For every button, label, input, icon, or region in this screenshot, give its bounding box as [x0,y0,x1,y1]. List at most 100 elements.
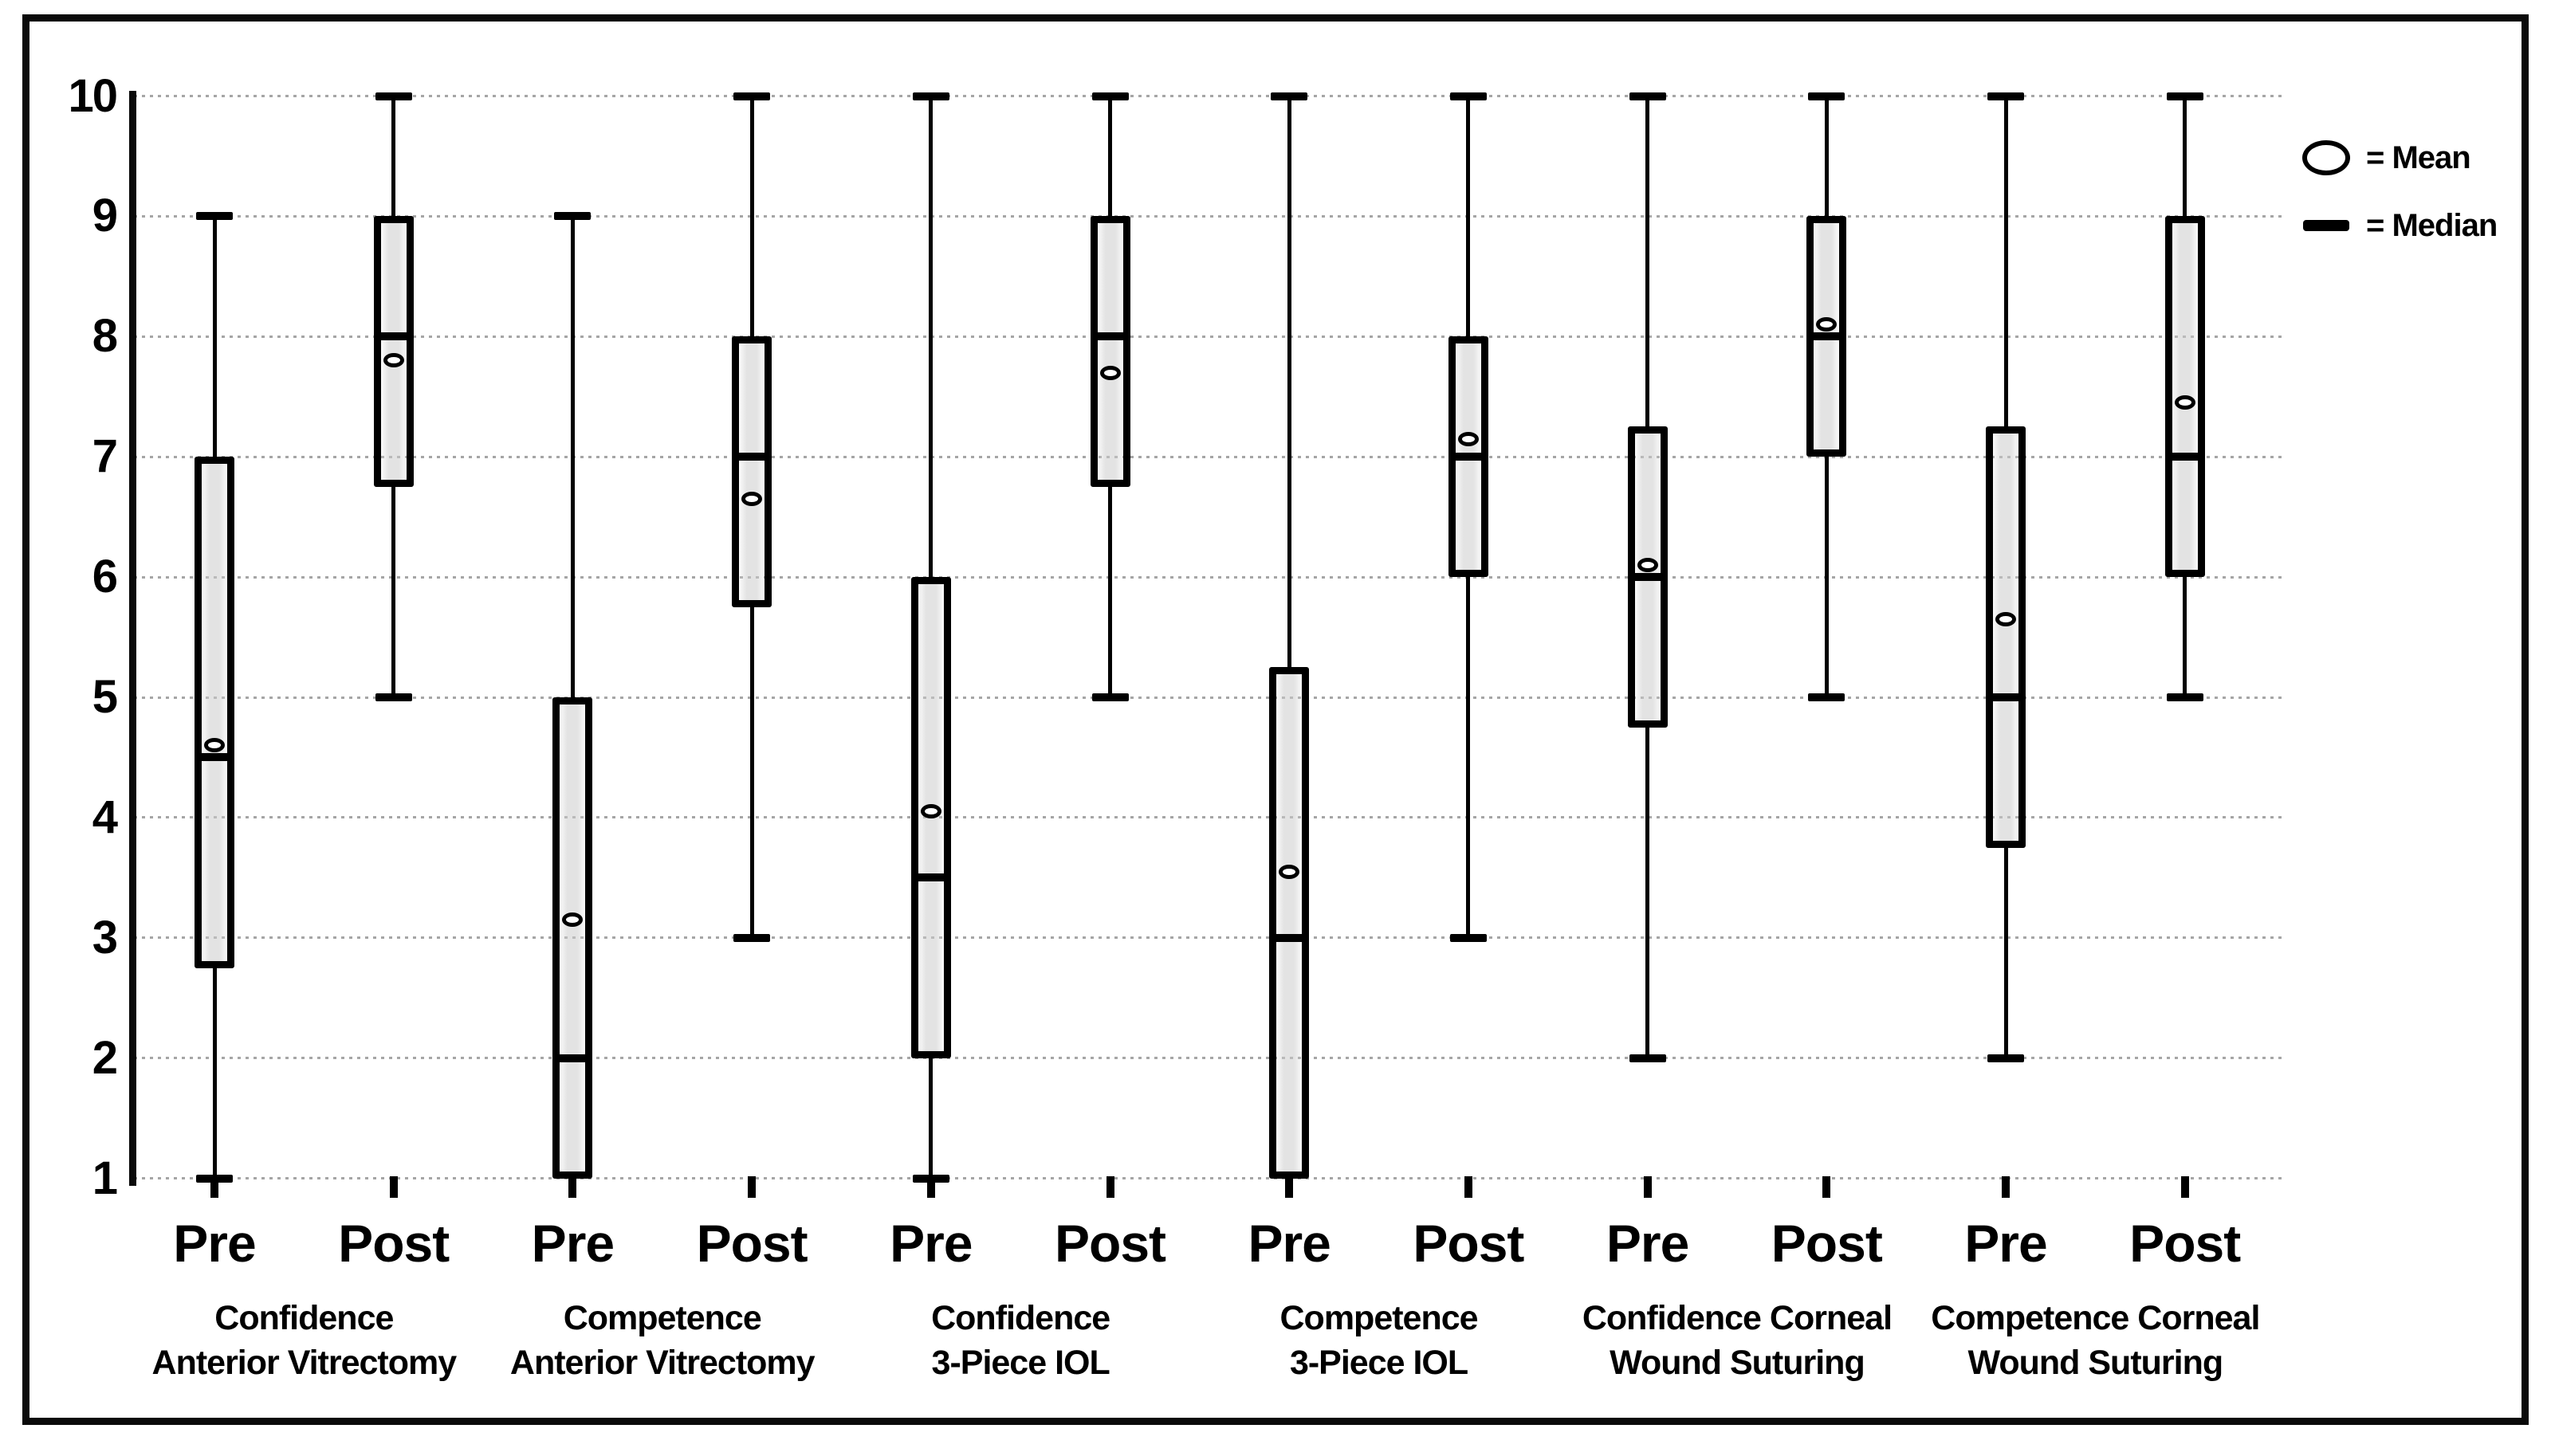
box-post-confidence-anterior-vitrectomy [373,216,414,487]
y-axis-line [129,90,136,1186]
x-axis-tick-post-competence-corneal-wound-suturing [2180,1175,2189,1198]
group-label-competence-corneal-wound-suturing: Competence Corneal Wound Suturing [1931,1299,2260,1382]
group-label-competence-anterior-vitrectomy: Competence Anterior Vitrectomy [509,1299,816,1382]
whisker-cap-min-pre-competence-corneal-wound-suturing [1987,1054,2024,1062]
median-pre-competence-corneal-wound-suturing [1986,693,2026,701]
x-label-post-competence-anterior-vitrectomy: Post [696,1214,808,1273]
mean-marker-post-confidence-3-piece-iol [1099,365,1121,380]
whisker-lower-post-confidence-corneal-wound-suturing [1824,452,1829,697]
whisker-lower-pre-competence-corneal-wound-suturing [2003,842,2008,1058]
x-axis-tick-pre-confidence-corneal-wound-suturing [1643,1175,1652,1198]
median-post-confidence-corneal-wound-suturing [1806,332,1847,341]
x-axis-tick-pre-competence-3-piece-iol [1285,1175,1294,1198]
x-axis-tick-post-competence-3-piece-iol [1464,1175,1472,1198]
legend-median-label: = Median [2366,208,2498,243]
whisker-cap-max-pre-competence-anterior-vitrectomy [554,212,592,221]
group-label-confidence-anterior-vitrectomy: Confidence Anterior Vitrectomy [151,1299,458,1382]
whisker-lower-post-competence-anterior-vitrectomy [749,602,754,938]
whisker-cap-max-post-competence-corneal-wound-suturing [2166,92,2203,100]
whisker-upper-post-confidence-anterior-vitrectomy [391,96,396,222]
whisker-cap-max-pre-competence-corneal-wound-suturing [1987,92,2024,100]
gridline-5 [134,696,2286,699]
median-post-competence-corneal-wound-suturing [2164,453,2205,461]
box-post-confidence-3-piece-iol [1090,216,1130,487]
whisker-cap-min-pre-confidence-corneal-wound-suturing [1629,1054,1666,1062]
median-post-confidence-anterior-vitrectomy [373,332,414,341]
legend-mean-label: = Mean [2366,140,2471,175]
mean-marker-post-competence-corneal-wound-suturing [2174,395,2195,410]
whisker-cap-max-pre-competence-3-piece-iol [1271,92,1308,100]
median-post-confidence-3-piece-iol [1090,332,1130,341]
whisker-lower-pre-confidence-anterior-vitrectomy [212,963,217,1179]
median-pre-confidence-anterior-vitrectomy [195,753,234,762]
whisker-lower-pre-confidence-corneal-wound-suturing [1645,722,1650,1058]
mean-marker-post-competence-3-piece-iol [1457,431,1479,446]
whisker-cap-max-post-confidence-anterior-vitrectomy [375,92,412,100]
y-axis-label-6: 6 [92,551,118,603]
whisker-cap-max-post-competence-anterior-vitrectomy [733,92,771,100]
whisker-cap-min-post-competence-corneal-wound-suturing [2166,693,2203,701]
x-label-pre-confidence-anterior-vitrectomy: Pre [173,1214,256,1273]
y-axis-label-3: 3 [92,911,118,963]
whisker-lower-post-confidence-anterior-vitrectomy [391,481,396,697]
mean-marker-pre-confidence-anterior-vitrectomy [204,738,225,753]
legend-mean-icon [2302,140,2350,175]
x-label-pre-competence-3-piece-iol: Pre [1248,1214,1331,1273]
mean-marker-post-competence-anterior-vitrectomy [741,492,763,506]
mean-marker-pre-competence-corneal-wound-suturing [1995,611,2016,626]
x-axis-tick-pre-confidence-anterior-vitrectomy [210,1175,218,1198]
x-axis-tick-post-confidence-3-piece-iol [1106,1175,1114,1198]
whisker-upper-pre-competence-corneal-wound-suturing [2003,96,2008,432]
median-pre-confidence-corneal-wound-suturing [1627,573,1668,582]
mean-marker-pre-competence-anterior-vitrectomy [562,912,584,928]
whisker-lower-post-competence-3-piece-iol [1466,572,1471,938]
x-label-post-confidence-anterior-vitrectomy: Post [338,1214,450,1273]
gridline-10 [134,95,2286,97]
whisker-cap-max-pre-confidence-anterior-vitrectomy [196,212,233,221]
y-axis-label-1: 1 [92,1152,118,1204]
median-post-competence-3-piece-iol [1448,453,1488,461]
x-axis-tick-pre-competence-anterior-vitrectomy [568,1175,577,1198]
x-axis-tick-post-competence-anterior-vitrectomy [748,1175,757,1198]
whisker-upper-post-confidence-3-piece-iol [1108,96,1112,222]
whisker-lower-post-competence-corneal-wound-suturing [2183,572,2187,697]
x-label-post-competence-3-piece-iol: Post [1413,1214,1524,1273]
whisker-upper-pre-confidence-corneal-wound-suturing [1645,96,1650,432]
whisker-cap-min-post-confidence-3-piece-iol [1091,693,1129,701]
whisker-upper-post-competence-anterior-vitrectomy [749,96,754,342]
x-label-pre-confidence-corneal-wound-suturing: Pre [1606,1214,1689,1273]
whisker-upper-post-competence-corneal-wound-suturing [2183,96,2187,222]
group-label-confidence-corneal-wound-suturing: Confidence Corneal Wound Suturing [1582,1299,1893,1382]
group-label-competence-3-piece-iol: Competence 3-Piece IOL [1279,1299,1479,1382]
chart-outer-border [22,14,2529,1425]
whisker-cap-max-post-confidence-3-piece-iol [1091,92,1129,100]
y-axis-label-10: 10 [68,69,118,122]
y-axis-label-2: 2 [92,1031,118,1084]
whisker-upper-pre-competence-3-piece-iol [1287,96,1291,673]
whisker-cap-min-post-confidence-corneal-wound-suturing [1808,693,1845,701]
x-label-pre-confidence-3-piece-iol: Pre [890,1214,973,1273]
y-axis-label-9: 9 [92,190,118,242]
box-pre-competence-3-piece-iol [1269,667,1310,1179]
mean-marker-pre-confidence-3-piece-iol [920,804,941,819]
whisker-lower-post-confidence-3-piece-iol [1108,481,1112,697]
gridline-1 [134,1177,2286,1180]
legend-median-icon [2303,220,2349,231]
y-axis-label-4: 4 [92,791,118,843]
box-post-competence-anterior-vitrectomy [732,336,772,607]
x-label-post-competence-corneal-wound-suturing: Post [2129,1214,2241,1273]
y-axis-label-7: 7 [92,430,118,483]
box-pre-competence-corneal-wound-suturing [1986,426,2026,848]
y-axis-label-8: 8 [92,310,118,363]
whisker-cap-max-post-confidence-corneal-wound-suturing [1808,92,1845,100]
x-label-pre-competence-corneal-wound-suturing: Pre [1964,1214,2047,1273]
y-axis-label-5: 5 [92,671,118,723]
gridline-2 [134,1057,2286,1060]
whisker-cap-max-post-competence-3-piece-iol [1449,92,1487,100]
median-post-competence-anterior-vitrectomy [732,453,772,461]
mean-marker-pre-confidence-corneal-wound-suturing [1637,558,1658,572]
gridline-4 [134,816,2286,819]
x-label-pre-competence-anterior-vitrectomy: Pre [531,1214,615,1273]
mean-marker-post-confidence-anterior-vitrectomy [383,353,404,368]
